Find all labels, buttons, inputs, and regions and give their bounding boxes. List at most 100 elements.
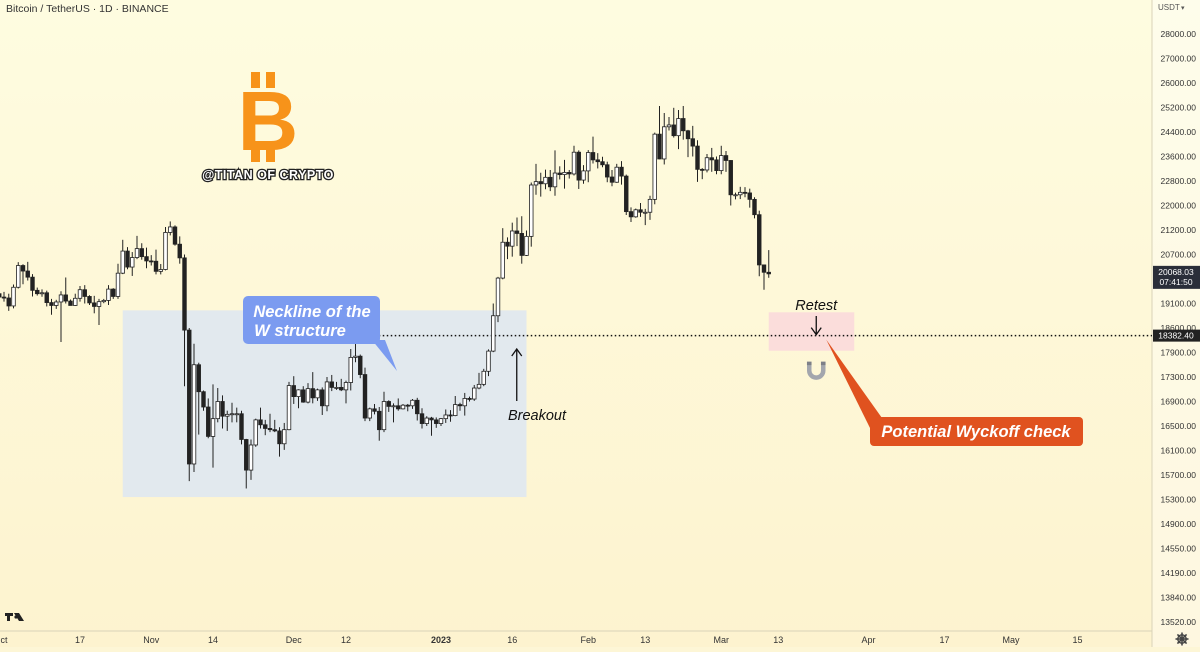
candle-body xyxy=(457,404,463,407)
candle xyxy=(761,264,767,290)
candle xyxy=(714,156,719,175)
candle xyxy=(723,150,729,172)
candle xyxy=(676,109,681,150)
time-tick-label: Apr xyxy=(861,635,875,645)
candle xyxy=(543,169,548,190)
candle-body xyxy=(666,124,672,128)
candle xyxy=(657,105,662,160)
candle xyxy=(600,156,605,168)
candle-body xyxy=(343,382,349,391)
candle-body xyxy=(448,414,453,417)
candle xyxy=(467,396,472,402)
candle-body xyxy=(353,355,358,358)
retest-zone[interactable] xyxy=(768,312,855,351)
candle-body xyxy=(215,401,220,420)
level-price-tag-bg xyxy=(1153,329,1200,342)
candle xyxy=(296,389,301,409)
candle-body xyxy=(324,381,330,407)
candle xyxy=(400,403,406,410)
candle-body xyxy=(619,166,624,177)
wyckoff-callout-label: Potential Wyckoff check xyxy=(881,423,1071,441)
candle xyxy=(277,427,282,457)
candle xyxy=(552,150,558,196)
candle xyxy=(719,145,724,175)
time-tick-label: Feb xyxy=(580,635,596,645)
candle-body xyxy=(153,260,159,272)
price-scale-panel[interactable] xyxy=(1152,0,1200,647)
candle xyxy=(476,372,482,390)
candle-body xyxy=(20,265,26,272)
tradingview-logo[interactable] xyxy=(5,613,24,621)
candle xyxy=(168,221,173,236)
candle-body xyxy=(747,192,752,200)
candle-body xyxy=(163,232,168,270)
candle xyxy=(348,349,353,391)
wyckoff-callout[interactable] xyxy=(870,417,1083,446)
candle xyxy=(419,408,425,429)
candle-body xyxy=(676,118,681,137)
candle-body xyxy=(562,172,567,175)
wyckoff-callout-pointer xyxy=(826,339,882,428)
candle-body xyxy=(362,374,368,419)
time-axis[interactable]: ct 17 Nov 14 Dec 12 2023 16 Feb 13 Mar 13 Apr 17 May 15 xyxy=(0,635,1082,645)
candle-body xyxy=(187,329,192,465)
candle xyxy=(766,250,771,278)
candle xyxy=(0,293,2,298)
candle-body xyxy=(723,155,729,161)
candle xyxy=(144,247,149,269)
candle-body xyxy=(377,410,382,431)
price-tick-label: 22000.00 xyxy=(1161,201,1197,211)
magnet-icon xyxy=(806,361,826,380)
candle xyxy=(500,228,505,280)
candle-body xyxy=(391,405,396,408)
candle-body xyxy=(310,388,315,399)
candle-body xyxy=(595,159,600,163)
neckline-callout[interactable] xyxy=(243,296,380,344)
level-price-tag[interactable]: 18382.40 xyxy=(1153,329,1200,342)
candle xyxy=(225,410,230,431)
author-handle: @TITAN OF CRYPTO xyxy=(202,168,334,182)
currency-chevron-icon[interactable]: ▾ xyxy=(1181,5,1185,12)
candle-body xyxy=(624,175,629,213)
candle xyxy=(329,374,334,392)
candle-body xyxy=(286,385,292,431)
time-tick-label: Mar xyxy=(714,635,730,645)
candle xyxy=(248,439,254,480)
candle xyxy=(272,419,277,433)
candle-body xyxy=(125,250,130,268)
candle-body xyxy=(486,350,491,372)
gear-icon[interactable] xyxy=(1175,632,1189,646)
candle-body xyxy=(647,198,653,213)
candle xyxy=(120,239,125,275)
candle xyxy=(172,225,178,246)
candle xyxy=(643,208,648,226)
price-tick-label: 14550.00 xyxy=(1161,544,1197,554)
level-price-value: 18382.40 xyxy=(1158,331,1194,341)
candle-body xyxy=(130,257,135,268)
retest-arrow-head xyxy=(810,327,822,336)
candle xyxy=(524,230,529,257)
candle xyxy=(405,403,410,412)
price-tick-label: 18600.00 xyxy=(1161,323,1197,333)
price-tick-label: 13840.00 xyxy=(1161,593,1197,603)
candle-body xyxy=(533,181,539,186)
candle-body xyxy=(348,356,353,383)
price-tick-label: 26000.00 xyxy=(1161,78,1197,88)
price-tick-label: 24400.00 xyxy=(1161,127,1197,137)
time-tick-label: 2023 xyxy=(431,635,451,645)
candle xyxy=(320,387,325,415)
current-price-tag[interactable]: 20068.03 07:41:50 xyxy=(1153,265,1200,289)
price-tick-label: 17900.00 xyxy=(1161,348,1197,358)
candle xyxy=(742,187,748,198)
candle xyxy=(73,293,78,306)
time-tick-label: ct xyxy=(0,635,8,645)
price-tick-label: 15700.00 xyxy=(1161,470,1197,480)
candle xyxy=(709,147,714,172)
candle-body xyxy=(263,424,268,429)
currency-label[interactable]: USDT xyxy=(1158,3,1180,12)
symbol-title[interactable]: Bitcoin / TetherUS · 1D · BINANCE xyxy=(6,3,169,15)
time-tick-label: May xyxy=(1002,635,1020,645)
candle-body xyxy=(234,413,239,416)
